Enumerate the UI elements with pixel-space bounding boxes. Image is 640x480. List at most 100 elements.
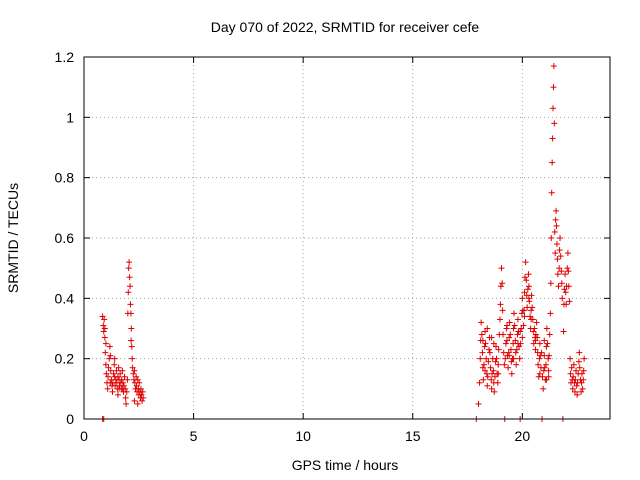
- data-point: [527, 313, 534, 320]
- data-point: [128, 343, 135, 350]
- data-point: [124, 376, 131, 383]
- data-point: [572, 376, 579, 383]
- x-axis-label: GPS time / hours: [292, 457, 399, 473]
- data-point: [131, 367, 138, 374]
- data-point: [558, 268, 565, 275]
- data-point: [140, 394, 147, 401]
- data-point: [477, 355, 484, 362]
- data-point: [571, 388, 578, 395]
- data-point: [565, 268, 572, 275]
- data-point: [566, 298, 573, 305]
- data-point: [503, 337, 510, 344]
- data-point: [543, 376, 550, 383]
- data-point: [103, 370, 110, 377]
- data-point: [100, 322, 107, 329]
- data-point: [479, 349, 486, 356]
- data-point: [561, 286, 568, 293]
- data-point: [506, 334, 513, 341]
- data-point: [507, 331, 514, 338]
- data-point: [496, 316, 503, 323]
- data-point: [564, 250, 571, 257]
- data-point: [510, 355, 517, 362]
- data-point: [557, 253, 564, 260]
- data-point: [101, 316, 108, 323]
- data-point: [480, 376, 487, 383]
- data-point: [479, 337, 486, 344]
- data-point: [101, 334, 108, 341]
- data-point: [550, 63, 557, 70]
- data-point: [551, 228, 558, 235]
- data-point: [574, 391, 581, 398]
- y-tick-label: 1: [66, 109, 74, 125]
- data-point: [125, 289, 132, 296]
- data-point: [109, 388, 116, 395]
- data-point: [499, 280, 506, 287]
- data-point: [139, 397, 146, 404]
- data-point: [528, 316, 535, 323]
- data-point: [520, 322, 527, 329]
- data-point: [136, 379, 143, 386]
- data-point: [102, 349, 109, 356]
- data-point: [570, 361, 577, 368]
- data-point: [516, 355, 523, 362]
- data-point: [543, 343, 550, 350]
- data-point: [500, 331, 507, 338]
- data-point: [506, 319, 513, 326]
- data-point: [540, 385, 547, 392]
- data-point: [570, 373, 577, 380]
- data-point: [481, 343, 488, 350]
- data-point: [580, 376, 587, 383]
- data-point: [120, 382, 127, 389]
- data-point: [102, 361, 109, 368]
- x-tick-label: 5: [190, 428, 198, 444]
- data-point: [486, 349, 493, 356]
- data-point: [497, 283, 504, 290]
- data-point: [128, 325, 135, 332]
- data-point: [548, 235, 555, 241]
- data-point: [525, 283, 532, 290]
- data-point: [524, 286, 531, 293]
- data-point: [553, 222, 560, 229]
- chart-title: Day 070 of 2022, SRMTID for receiver cef…: [211, 19, 480, 35]
- data-point: [525, 271, 532, 278]
- data-point: [525, 295, 532, 302]
- data-point: [536, 355, 543, 362]
- data-point: [510, 325, 517, 332]
- data-point: [512, 337, 519, 344]
- data-point: [565, 283, 572, 290]
- data-point: [138, 391, 145, 398]
- data-point: [543, 361, 550, 368]
- data-point: [567, 355, 574, 362]
- data-point: [578, 370, 585, 377]
- data-point: [100, 328, 107, 335]
- data-point: [489, 370, 496, 377]
- data-point: [480, 361, 487, 368]
- data-point: [129, 364, 136, 371]
- data-point: [493, 355, 500, 362]
- data-point: [518, 325, 525, 332]
- data-point: [541, 337, 548, 344]
- y-axis-label: SRMTID / TECUs: [5, 183, 21, 293]
- data-point: [114, 391, 121, 398]
- data-point: [553, 207, 560, 214]
- data-point: [501, 361, 508, 368]
- data-point: [573, 382, 580, 389]
- grid-lines: [84, 57, 610, 419]
- data-point: [134, 376, 141, 383]
- data-point: [129, 355, 136, 362]
- data-point: [514, 340, 521, 347]
- data-point: [503, 322, 510, 329]
- y-tick-label: 0.6: [55, 230, 75, 246]
- data-point: [121, 373, 128, 380]
- data-point: [119, 385, 126, 392]
- data-point: [507, 346, 514, 353]
- data-point: [528, 292, 535, 299]
- data-point: [133, 382, 140, 389]
- data-point: [516, 343, 523, 350]
- data-point: [578, 388, 585, 395]
- data-point: [562, 271, 569, 278]
- data-point: [492, 358, 499, 365]
- data-point: [486, 346, 493, 353]
- data-point: [511, 310, 518, 317]
